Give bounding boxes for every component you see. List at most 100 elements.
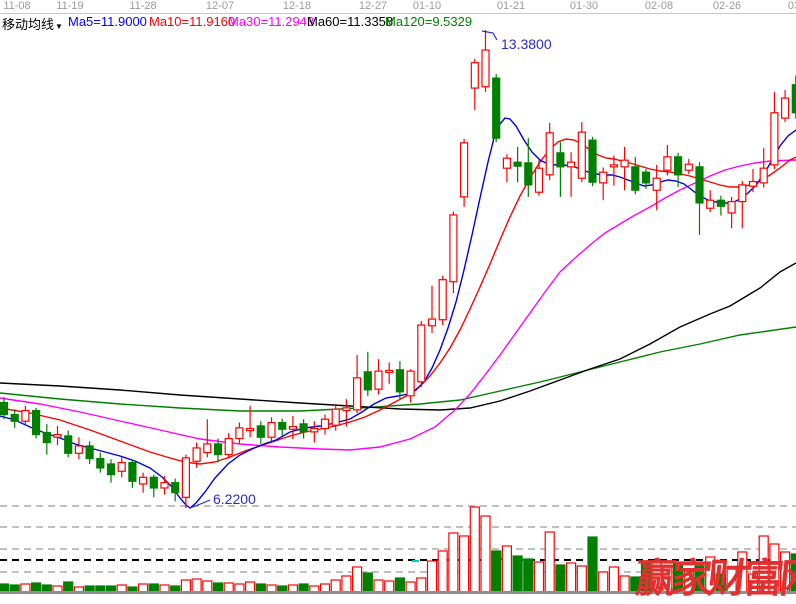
volume-bar [705, 556, 716, 593]
ma10-line [0, 138, 796, 465]
candle-body [235, 427, 244, 440]
candle-body [224, 437, 233, 456]
candle-body [524, 162, 533, 186]
ma30-line [0, 159, 796, 451]
volume-bar [587, 536, 598, 593]
candle-body [64, 435, 73, 454]
date-tick-label: 01-21 [496, 0, 526, 12]
candle-body [599, 171, 608, 184]
candle-body [10, 413, 19, 422]
candle-body [96, 457, 105, 469]
candle-body [181, 457, 190, 498]
low-price-annotation-pointer [189, 499, 211, 509]
volume-bar [533, 561, 545, 593]
volume-bar [640, 563, 652, 593]
date-tick-label: 12-18 [282, 0, 312, 12]
volume-bar [394, 577, 405, 593]
indicator-legend-row: 移动均线 ▼ Ma5=11.9000 Ma10=11.9160 Ma30=11.29… [0, 14, 796, 32]
volume-bar [426, 560, 438, 593]
volume-bar [576, 565, 587, 593]
chevron-down-icon[interactable]: ▼ [55, 22, 63, 31]
volume-bar [758, 535, 769, 593]
candle-body [716, 199, 726, 207]
candle-body [577, 131, 586, 179]
candle-body [288, 425, 297, 430]
candle-body [652, 177, 661, 191]
date-tick-label: 12-07 [205, 0, 235, 12]
candle-body [438, 279, 447, 321]
candle-body [780, 97, 790, 119]
volume-bar [555, 564, 566, 593]
volume-bar [694, 565, 705, 593]
candle-body [128, 462, 137, 482]
high-price-annotation-pointer [481, 30, 498, 41]
status-bar [0, 591, 796, 594]
volume-bar [459, 535, 470, 593]
candle-body [588, 139, 597, 183]
volume-bar [779, 551, 791, 593]
volume-bar [491, 550, 502, 593]
volume-bar [416, 577, 427, 593]
volume-bar [651, 561, 662, 593]
volume-bar [512, 555, 523, 593]
volume-bar [341, 575, 352, 593]
volume-bar [501, 545, 512, 593]
volume-bar [544, 531, 555, 593]
candle-body [267, 421, 276, 438]
volume-bar [630, 576, 641, 593]
volume-bar [598, 571, 609, 593]
low-price-annotation: 6.2200 [213, 491, 256, 507]
candle-body [470, 62, 479, 89]
candle-body [374, 370, 383, 390]
volume-bar [448, 532, 459, 593]
ma120-line [0, 326, 796, 412]
candle-body [641, 171, 651, 184]
candle-body [791, 84, 796, 114]
candle-body [85, 445, 94, 460]
candle-body [310, 427, 319, 433]
candle-body [299, 423, 308, 433]
candle-body [727, 200, 736, 214]
candle-body [385, 369, 394, 374]
candle-body [74, 445, 84, 454]
ma5-line [0, 117, 796, 509]
ma-legend-item: Ma30=11.2943 [228, 14, 315, 29]
date-tick-label: 01-30 [569, 0, 599, 12]
volume-bar [352, 566, 363, 593]
volume-bar [683, 569, 694, 593]
candle-body [759, 167, 768, 184]
ma-legend-item: Ma5=11.9000 [68, 14, 147, 29]
volume-bar [469, 506, 480, 593]
candle-body [342, 407, 351, 412]
indicator-name-label[interactable]: 移动均线 [2, 17, 55, 32]
candle-body [545, 132, 554, 176]
candle-body [738, 184, 747, 203]
candle-body [320, 418, 330, 430]
volume-bar [662, 566, 673, 593]
candle-body [534, 167, 544, 193]
candle-body [631, 166, 640, 191]
candle-body [149, 476, 158, 489]
candle-body [31, 409, 41, 436]
date-tick-label: 01-10 [412, 0, 442, 12]
candle-body [353, 377, 362, 411]
candle-body [278, 421, 287, 430]
high-price-annotation: 13.3800 [501, 36, 552, 52]
candle-body [331, 408, 340, 426]
candle-body [117, 462, 126, 472]
volume-bar [672, 563, 684, 593]
volume-bar [523, 558, 534, 593]
volume-bar [565, 562, 577, 593]
candle-body [460, 142, 469, 198]
candle-body [673, 156, 683, 176]
volume-bar [790, 553, 796, 593]
date-tick-label: 02-08 [644, 0, 674, 12]
candle-body [513, 161, 522, 167]
date-tick-label: 02-26 [712, 0, 742, 12]
volume-bar [619, 575, 630, 593]
candle-body [106, 463, 116, 476]
volume-bar [480, 515, 491, 593]
date-tick-label: 11-08 [3, 0, 31, 12]
